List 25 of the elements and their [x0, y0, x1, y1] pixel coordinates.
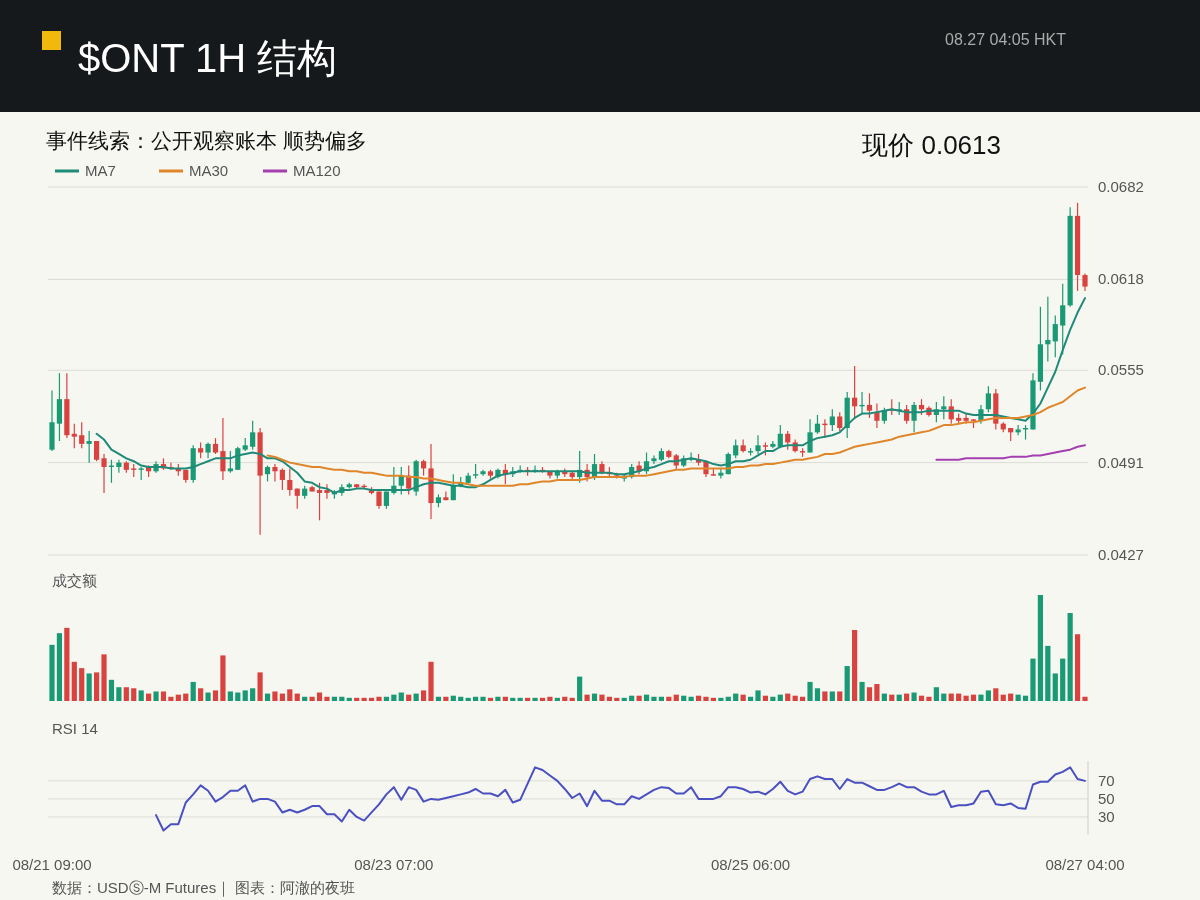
text: 08.27 04:05 HKT: [945, 31, 1067, 48]
y-tick-label: 70: [1098, 771, 1115, 789]
legend-label: MA120: [293, 162, 341, 179]
y-tick-label: 0.0618: [1098, 270, 1144, 288]
y-tick-label: 0.0491: [1098, 453, 1144, 471]
chart-title: RSI 14: [52, 720, 98, 737]
x-tick-label: 08/27 04:00: [1045, 856, 1125, 873]
y-tick-label: 50: [1098, 789, 1115, 807]
text: 现价 0.0613: [862, 130, 1001, 160]
chart-title: 成交额: [52, 572, 97, 589]
legend-item: MA30: [159, 162, 229, 179]
chart-title: $ONT 1H 结构: [78, 36, 338, 80]
x-tick-label: 08/25 06:00: [710, 856, 791, 873]
legend-item: MA7: [55, 162, 116, 179]
y-tick-label: 0.0682: [1098, 178, 1144, 195]
x-tick-label: 08/21 09:00: [12, 856, 92, 873]
legend-label: MA7: [85, 162, 116, 179]
y-tick-label: 0.0555: [1098, 361, 1144, 379]
chart-subtitle: 事件线索：公开观察账本 顺势偏多: [46, 129, 367, 152]
x-tick-label: 08/23 07:00: [354, 856, 434, 873]
text: 数据：USDⓈ-M Futures｜ 图表：阿澈的夜班: [52, 879, 356, 897]
legend-label: MA30: [189, 162, 229, 179]
legend-item: MA120: [263, 162, 341, 179]
y-tick-label: 30: [1098, 807, 1115, 825]
y-tick-label: 0.0427: [1098, 546, 1144, 563]
